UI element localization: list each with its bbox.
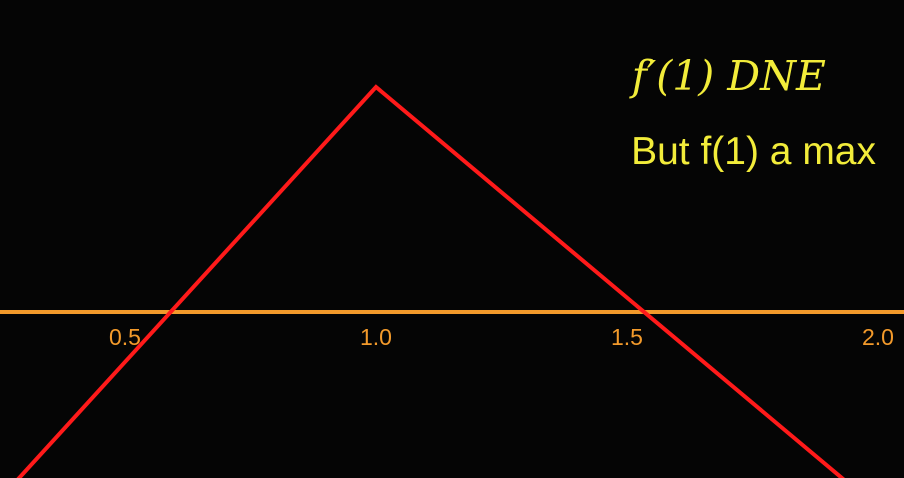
x-tick-label: 1.0 (360, 324, 392, 350)
derivative-dne-annotation: f′(1) DNE (631, 52, 826, 100)
x-tick-label: 1.5 (611, 324, 643, 350)
x-tick-label: 2.0 (862, 324, 894, 350)
x-tick-labels: 0.5 1.0 1.5 2.0 (109, 324, 894, 350)
max-annotation: But f(1) a max (631, 130, 876, 173)
abs-value-peak-curve (16, 84, 846, 478)
x-tick-label: 0.5 (109, 324, 141, 350)
